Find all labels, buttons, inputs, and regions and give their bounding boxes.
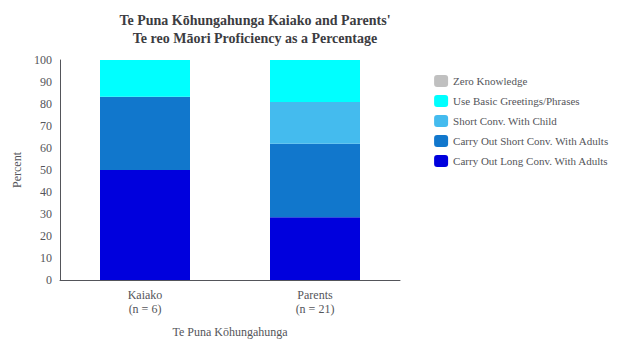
svg-text:Carry Out Long Conv. With Adul: Carry Out Long Conv. With Adults [453,155,607,167]
svg-text:100: 100 [34,53,52,67]
svg-text:40: 40 [40,185,52,199]
svg-text:0: 0 [46,273,52,287]
svg-text:Percent: Percent [10,151,24,188]
svg-text:80: 80 [40,97,52,111]
svg-text:Te reo Māori Proficiency as a: Te reo Māori Proficiency as a Percentage [133,31,377,46]
svg-text:Te Puna Kōhungahunga Kaiako an: Te Puna Kōhungahunga Kaiako and Parents' [119,13,390,28]
svg-text:20: 20 [40,229,52,243]
svg-text:(n = 21): (n = 21) [296,302,335,316]
svg-text:50: 50 [40,163,52,177]
svg-text:Use Basic Greetings/Phrases: Use Basic Greetings/Phrases [453,95,579,107]
svg-text:60: 60 [40,141,52,155]
svg-text:Zero Knowledge: Zero Knowledge [453,75,527,87]
svg-text:(n = 6): (n = 6) [129,302,162,316]
svg-text:Short Conv. With Child: Short Conv. With Child [453,115,557,127]
svg-text:Te Puna Kōhungahunga: Te Puna Kōhungahunga [172,325,288,339]
svg-text:Parents: Parents [297,288,333,302]
svg-text:Kaiako: Kaiako [128,288,163,302]
svg-text:70: 70 [40,119,52,133]
svg-text:Carry Out Short Conv. With Adu: Carry Out Short Conv. With Adults [453,135,608,147]
svg-text:30: 30 [40,207,52,221]
svg-text:10: 10 [40,251,52,265]
svg-text:90: 90 [40,75,52,89]
